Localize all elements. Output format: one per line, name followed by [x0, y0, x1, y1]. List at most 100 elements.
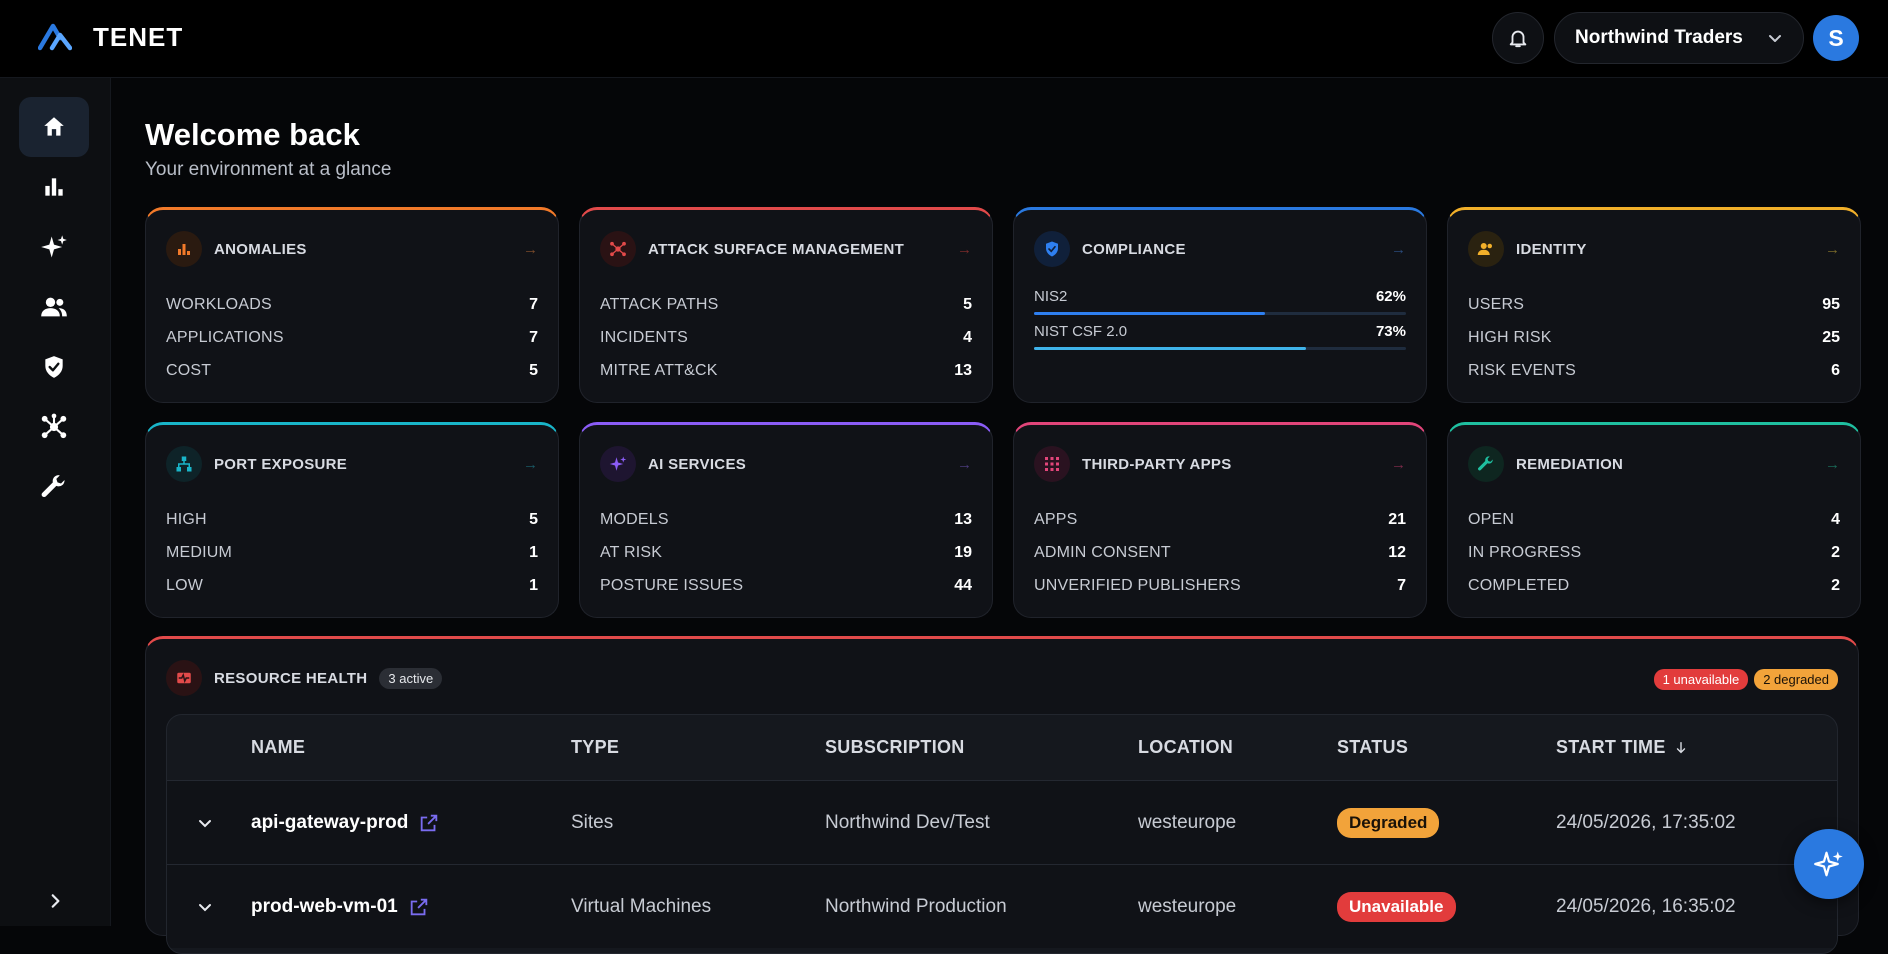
home-icon [44, 117, 64, 136]
remediation-card[interactable]: REMEDIATION → OPEN 4 IN PROGRESS 2 COMPLET… [1447, 422, 1861, 618]
resource-name: prod-web-vm-01 [251, 865, 430, 949]
notifications-button[interactable] [1492, 12, 1544, 64]
table-row[interactable]: api-gateway-prod Sites Northwind Dev/Tes… [167, 780, 1837, 865]
sidebar-item-home[interactable] [19, 97, 89, 157]
chevron-down-icon [1769, 35, 1781, 42]
card-row: IN PROGRESS 2 [1468, 543, 1840, 561]
user-avatar[interactable]: S [1813, 15, 1859, 61]
third-party-apps-icon [1034, 446, 1070, 482]
resource-location: westeurope [1138, 896, 1237, 917]
arrow-right-icon[interactable]: → [1391, 455, 1406, 473]
arrow-right-icon[interactable]: → [523, 455, 538, 473]
column-header-start-time[interactable]: START TIME [1556, 715, 1688, 780]
organization-selector[interactable]: Northwind Traders [1554, 12, 1804, 64]
card-row: ADMIN CONSENT 12 [1034, 543, 1406, 561]
card-row: COMPLETED 2 [1468, 576, 1840, 594]
sidebar-item-remediation[interactable] [19, 457, 89, 517]
anomalies-card[interactable]: ANOMALIES → WORKLOADS 7 APPLICATIONS 7 COS… [145, 207, 559, 403]
card-row: POSTURE ISSUES 44 [600, 576, 972, 594]
active-count-chip: 3 active [379, 667, 443, 689]
chevron-down-icon [199, 820, 211, 828]
wrench-icon [41, 475, 65, 498]
card-title: ATTACK SURFACE MANAGEMENT [648, 240, 905, 258]
card-row: OPEN 4 [1468, 510, 1840, 528]
column-header-subscription[interactable]: SUBSCRIPTION [825, 737, 965, 757]
card-row: LOW 1 [166, 576, 538, 594]
card-row: MODELS 13 [600, 510, 972, 528]
arrow-right-icon[interactable]: → [1825, 240, 1840, 258]
arrow-right-icon[interactable]: → [957, 240, 972, 258]
page-subtitle: Your environment at a glance [145, 159, 392, 180]
arrow-right-icon[interactable]: → [523, 240, 538, 258]
resource-health-table: NAME TYPE SUBSCRIPTION LOCATION STATUS S… [166, 714, 1838, 954]
chevron-down-icon [199, 904, 211, 912]
compliance-bar-nist: NIST CSF 2.0 73% [1034, 323, 1406, 358]
arrow-right-icon[interactable]: → [957, 455, 972, 473]
arrow-right-icon[interactable]: → [1391, 240, 1406, 258]
unavailable-badge: 1 unavailable [1653, 669, 1749, 690]
card-row: RISK EVENTS 6 [1468, 361, 1840, 379]
expand-row-button[interactable] [197, 781, 213, 865]
tenet-logo-icon [38, 23, 72, 51]
table-row[interactable]: prod-web-vm-01 Virtual Machines Northwin… [167, 864, 1837, 949]
identity-icon [1468, 231, 1504, 267]
sidebar-item-compliance[interactable] [19, 337, 89, 397]
attack-surface-card[interactable]: ATTACK SURFACE MANAGEMENT → ATTACK PATHS… [579, 207, 993, 403]
shield-check-icon [45, 356, 63, 378]
card-row: APPLICATIONS 7 [166, 328, 538, 346]
sidebar-item-analytics[interactable] [19, 157, 89, 217]
card-title: IDENTITY [1516, 240, 1587, 258]
resource-health-panel: RESOURCE HEALTH 3 active 1 unavailable 2… [145, 636, 1859, 954]
compliance-icon [1034, 231, 1070, 267]
resource-status: Degraded [1337, 781, 1440, 865]
organization-name: Northwind Traders [1575, 27, 1743, 48]
column-header-location[interactable]: LOCATION [1138, 737, 1234, 757]
resource-status: Unavailable [1337, 865, 1456, 949]
sidebar [0, 78, 111, 926]
resource-subscription: Northwind Production [825, 896, 1007, 917]
ai-assistant-button[interactable] [1794, 829, 1864, 899]
port-exposure-card[interactable]: PORT EXPOSURE → HIGH 5 MEDIUM 1 LOW 1 [145, 422, 559, 618]
external-link-icon[interactable] [408, 896, 430, 918]
column-header-name[interactable]: NAME [251, 737, 306, 757]
arrow-right-icon[interactable]: → [1825, 455, 1840, 473]
card-row: HIGH RISK 25 [1468, 328, 1840, 346]
page-title: Welcome back [145, 117, 360, 152]
resource-type: Sites [571, 812, 614, 833]
card-row: COST 5 [166, 361, 538, 379]
column-header-type[interactable]: TYPE [571, 737, 620, 757]
ai-services-icon [600, 446, 636, 482]
sidebar-item-ai[interactable] [19, 217, 89, 277]
card-row: UNVERIFIED PUBLISHERS 7 [1034, 576, 1406, 594]
expand-sidebar-button[interactable] [38, 884, 72, 918]
sort-down-icon [1676, 741, 1685, 753]
anomalies-icon [166, 231, 202, 267]
column-header-status[interactable]: STATUS [1337, 737, 1409, 757]
external-link-icon[interactable] [418, 812, 440, 834]
network-icon [41, 413, 67, 439]
port-exposure-icon [166, 446, 202, 482]
card-row: APPS 21 [1034, 510, 1406, 528]
third-party-apps-card[interactable]: THIRD-PARTY APPS → APPS 21 ADMIN CONSENT 1… [1013, 422, 1427, 618]
resource-start-time: 24/05/2026, 16:35:02 [1556, 896, 1736, 917]
card-title: AI SERVICES [648, 455, 747, 473]
progress-fill [1034, 347, 1306, 350]
sidebar-item-attack-surface[interactable] [19, 397, 89, 457]
card-title: THIRD-PARTY APPS [1082, 455, 1232, 473]
resource-name: api-gateway-prod [251, 781, 440, 865]
card-title: PORT EXPOSURE [214, 455, 348, 473]
identity-card[interactable]: IDENTITY → USERS 95 HIGH RISK 25 RISK EVEN… [1447, 207, 1861, 403]
users-icon [41, 297, 67, 317]
sparkle-icon [1814, 851, 1843, 877]
card-row: USERS 95 [1468, 295, 1840, 313]
expand-row-button[interactable] [197, 865, 213, 949]
resource-health-icon [166, 660, 202, 696]
compliance-bar-nis2: NIS2 62% [1034, 288, 1406, 323]
ai-services-card[interactable]: AI SERVICES → MODELS 13 AT RISK 19 POSTURE… [579, 422, 993, 618]
sidebar-item-identity[interactable] [19, 277, 89, 337]
resource-subscription: Northwind Dev/Test [825, 812, 990, 833]
compliance-card[interactable]: COMPLIANCE → NIS2 62% NIST CSF 2.0 73% [1013, 207, 1427, 403]
brand-name: TENET [93, 22, 184, 52]
card-row: ATTACK PATHS 5 [600, 295, 972, 313]
remediation-icon [1468, 446, 1504, 482]
